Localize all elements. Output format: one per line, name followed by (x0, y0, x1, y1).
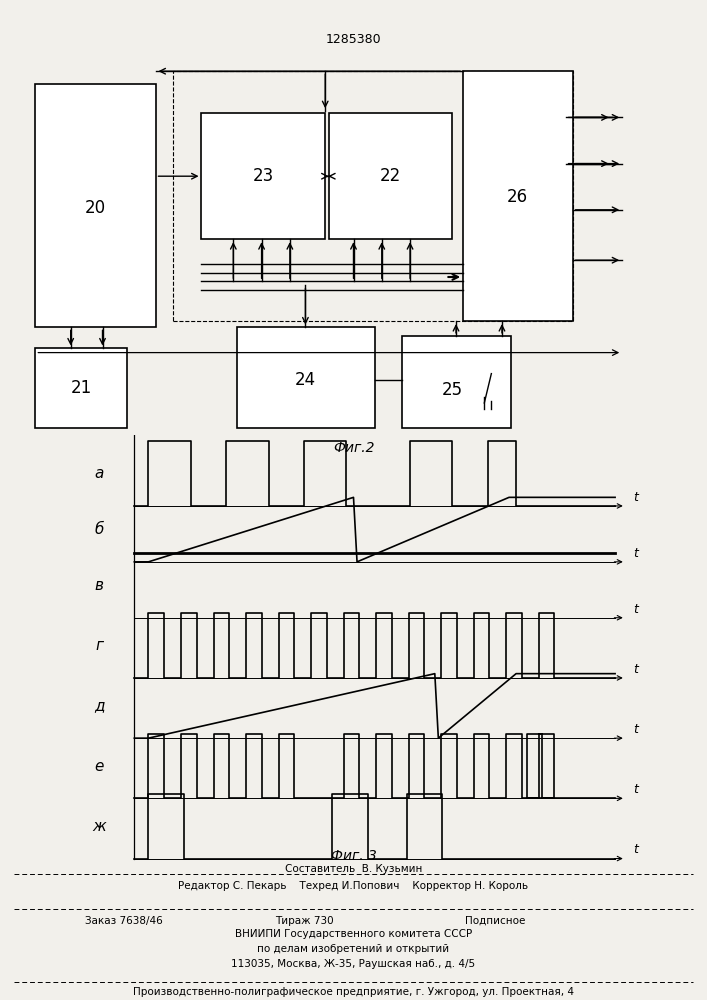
Bar (35, 348, 127, 428)
Text: ж: ж (92, 819, 106, 834)
Bar (201, 113, 325, 239)
Text: е: е (94, 759, 104, 774)
Bar (35, 84, 156, 327)
Text: д: д (94, 698, 104, 713)
Text: 23: 23 (252, 167, 274, 185)
Text: 1285380: 1285380 (326, 33, 381, 46)
Text: Составитель  В. Кузьмин: Составитель В. Кузьмин (285, 864, 422, 874)
Text: t: t (633, 491, 638, 504)
Text: Редактор С. Пекарь    Техред И.Попович    Корректор Н. Король: Редактор С. Пекарь Техред И.Попович Корр… (178, 881, 529, 891)
Text: Тираж 730: Тираж 730 (275, 916, 333, 926)
Bar (402, 336, 511, 428)
Text: t: t (633, 547, 638, 560)
Text: 22: 22 (380, 167, 401, 185)
Text: t: t (633, 723, 638, 736)
Text: t: t (633, 783, 638, 796)
Text: ВНИИПИ Государственного комитета СССР: ВНИИПИ Государственного комитета СССР (235, 929, 472, 939)
Text: 113035, Москва, Ж-35, Раушская наб., д. 4/5: 113035, Москва, Ж-35, Раушская наб., д. … (231, 959, 476, 969)
Text: t: t (633, 663, 638, 676)
Text: б: б (94, 522, 104, 537)
Bar (237, 327, 375, 428)
Bar (463, 71, 573, 321)
Bar (329, 113, 452, 239)
Text: по делам изобретений и открытий: по делам изобретений и открытий (257, 944, 450, 954)
Text: Подписное: Подписное (464, 916, 525, 926)
Text: 25: 25 (442, 381, 463, 399)
Text: a: a (94, 466, 104, 481)
Text: t: t (633, 843, 638, 856)
Text: 26: 26 (507, 188, 528, 206)
Text: в: в (95, 578, 103, 593)
Text: 24: 24 (295, 371, 316, 389)
Text: г: г (95, 638, 103, 653)
Text: 20: 20 (85, 199, 106, 217)
Text: Фиг. 3: Фиг. 3 (331, 849, 376, 863)
Text: Производственно-полиграфическое предприятие, г. Ужгород, ул. Проектная, 4: Производственно-полиграфическое предприя… (133, 987, 574, 997)
Text: Заказ 7638/46: Заказ 7638/46 (85, 916, 163, 926)
Text: Фиг.2: Фиг.2 (333, 441, 374, 455)
Bar (173, 71, 573, 321)
Text: t: t (633, 603, 638, 616)
Text: 21: 21 (71, 379, 92, 397)
